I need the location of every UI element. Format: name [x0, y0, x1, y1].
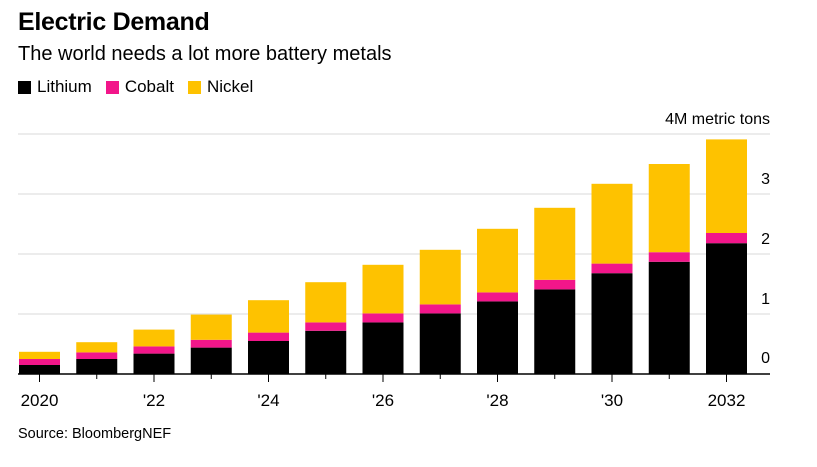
bar-nickel: [591, 183, 633, 264]
legend-item-nickel: Nickel: [187, 77, 254, 97]
bar-cobalt: [591, 263, 633, 274]
bar-cobalt: [305, 322, 347, 331]
bar-lithium: [190, 347, 232, 374]
y-tick-label: 3: [761, 171, 770, 188]
bar-nickel: [706, 139, 747, 233]
legend-item-lithium: Lithium: [18, 77, 92, 97]
bar-nickel: [477, 228, 518, 293]
y-tick-label: 1: [761, 291, 770, 308]
bar-cobalt: [248, 332, 289, 341]
bar-lithium: [419, 313, 461, 374]
legend-label-nickel: Nickel: [206, 77, 254, 96]
bar-cobalt: [477, 292, 518, 302]
bar-cobalt: [648, 252, 690, 262]
y-tick-label: 2: [761, 231, 770, 248]
bar-lithium: [362, 322, 404, 374]
legend-swatch-nickel: [187, 80, 201, 94]
x-tick-label: '22: [143, 391, 165, 410]
bar-cobalt: [362, 313, 404, 323]
legend-swatch-cobalt: [105, 80, 119, 94]
bar-nickel: [419, 249, 461, 305]
bar-cobalt: [133, 346, 175, 354]
bar-nickel: [305, 282, 347, 323]
bar-nickel: [76, 342, 118, 353]
bar-cobalt: [534, 279, 576, 290]
bar-nickel: [534, 207, 576, 280]
bar-lithium: [477, 301, 518, 374]
legend-label-cobalt: Cobalt: [124, 77, 174, 96]
bar-nickel: [362, 264, 404, 314]
bar-nickel: [248, 300, 289, 333]
legend-item-cobalt: Cobalt: [105, 77, 174, 97]
legend-label-lithium: Lithium: [37, 77, 92, 96]
bar-cobalt: [19, 359, 60, 365]
bar-cobalt: [76, 352, 118, 359]
bar-cobalt: [706, 233, 747, 244]
bar-cobalt: [190, 339, 232, 348]
x-tick-label: '30: [601, 391, 623, 410]
x-tick-label: '24: [257, 391, 279, 410]
x-tick-label: 2032: [708, 391, 746, 410]
bar-lithium: [76, 359, 118, 374]
bar-lithium: [305, 330, 347, 374]
legend-swatch-lithium: [18, 80, 31, 94]
legend: Lithium Cobalt Nickel: [18, 77, 267, 97]
bar-lithium: [648, 261, 690, 374]
bar-nickel: [19, 351, 60, 359]
bar-lithium: [248, 341, 289, 374]
chart-title: Electric Demand: [18, 8, 210, 36]
y-tick-label: 4M metric tons: [665, 111, 770, 128]
bar-cobalt: [419, 304, 461, 314]
bar-lithium: [19, 365, 60, 374]
bar-lithium: [591, 273, 633, 374]
bar-nickel: [648, 164, 690, 253]
bar-lithium: [534, 289, 576, 374]
chart-subtitle: The world needs a lot more battery metal…: [18, 43, 392, 65]
source-note: Source: BloombergNEF: [18, 426, 172, 442]
bar-nickel: [190, 314, 232, 340]
x-tick-label: '26: [372, 391, 394, 410]
x-tick-label: '28: [486, 391, 508, 410]
bar-lithium: [706, 243, 747, 374]
y-tick-label: 0: [761, 350, 770, 367]
bar-lithium: [133, 353, 175, 374]
bar-nickel: [133, 329, 175, 347]
x-tick-label: 2020: [21, 391, 59, 410]
